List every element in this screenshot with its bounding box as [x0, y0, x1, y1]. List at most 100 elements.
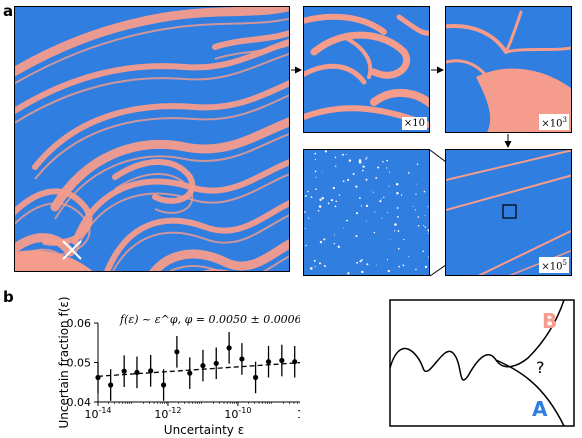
magnification-label-2: ×103 — [539, 113, 569, 130]
basin-speckle — [408, 255, 410, 257]
basin-speckle — [395, 183, 399, 186]
basin-zoom-4 — [303, 149, 430, 276]
basin-boundary-upper — [389, 299, 565, 381]
data-point — [292, 359, 298, 365]
basin-stripes — [15, 7, 289, 271]
data-point — [187, 370, 193, 376]
basin-speckle — [408, 171, 410, 173]
basin-speckle — [333, 242, 335, 245]
basin-speckle — [361, 169, 364, 172]
basin-speckle — [408, 172, 410, 175]
basin-speckle — [314, 152, 317, 155]
data-point — [279, 357, 285, 364]
basin-speckle — [379, 200, 382, 203]
basin-b-stripe — [304, 13, 387, 35]
basin-speckle — [360, 205, 362, 207]
basin-main-fractal — [15, 7, 289, 271]
basin-b-stripe-thin — [15, 52, 289, 124]
basin-boundary-lower — [495, 359, 565, 427]
basin-speckle — [398, 265, 400, 268]
basin-b-stripe — [212, 30, 289, 50]
basin-speckle — [373, 231, 376, 234]
basin-speckle — [332, 199, 334, 201]
basin-b-corner — [15, 250, 93, 271]
basin-speckle — [342, 180, 345, 183]
basin-speckle — [318, 205, 322, 208]
basin-b-stripe — [32, 80, 289, 170]
basin-speckle — [400, 194, 403, 196]
basin-speckle — [319, 262, 321, 265]
basin-speckle — [319, 240, 323, 244]
basin-speckle — [355, 235, 358, 238]
basin-speckle — [338, 194, 341, 196]
basin-speckle — [321, 196, 324, 200]
basin-speckle — [323, 265, 326, 267]
basin-speckle — [333, 234, 335, 236]
basin-speckle — [416, 163, 419, 165]
basin-b-stripe — [50, 117, 289, 212]
basin-speckle — [380, 198, 382, 200]
basin-speckle — [386, 159, 389, 162]
basin-speckle — [324, 150, 328, 153]
basin-speckle — [428, 255, 429, 259]
basin-speckle — [422, 250, 424, 253]
basin-speckle — [417, 216, 420, 218]
basin-b-stripe — [149, 239, 289, 271]
basin-b-stripe-thin — [114, 173, 194, 214]
basin-speckle — [387, 211, 389, 213]
basin-speckle — [327, 202, 330, 205]
basin-speckle — [366, 263, 369, 266]
basin-speckle — [342, 153, 344, 156]
basin-speckle — [335, 165, 337, 167]
basin-b-stripe — [446, 174, 571, 211]
basin-b-stripe — [477, 229, 571, 275]
data-point — [226, 345, 232, 351]
basin-zoom-1: ×10 — [303, 6, 430, 133]
y-axis-label: Uncertain fraction f(ε) — [57, 296, 71, 428]
basin-b-stripe — [104, 200, 289, 271]
magnification-label-3: ×105 — [539, 256, 569, 273]
basin-speckle — [388, 185, 390, 187]
basin-b-stripe-thin — [214, 44, 289, 60]
basin-speckle — [396, 191, 399, 195]
basin-speckle — [356, 261, 359, 264]
basin-zoom-2: ×103 — [445, 6, 572, 133]
basin-speckle — [423, 190, 426, 193]
basin-b-stripe — [504, 10, 523, 54]
basin-speckle — [345, 153, 347, 155]
basin-speckle — [345, 219, 348, 222]
x-tick-label: 10-10 — [224, 406, 251, 421]
basin-speckle — [423, 224, 425, 227]
basin-speckle — [365, 220, 367, 222]
basin-b-stripe-thin — [54, 133, 289, 220]
basin-speckle — [427, 229, 429, 232]
basin-b-stripe — [370, 88, 429, 108]
basin-speckle — [382, 161, 384, 163]
basin-speckle — [337, 245, 340, 248]
magnification-label-1: ×10 — [401, 117, 427, 130]
basin-speckle — [334, 205, 337, 208]
basin-speckle — [355, 212, 359, 215]
basin-speckle — [415, 268, 417, 271]
basin-speckle — [428, 232, 429, 234]
basin-boundary-schematic: B? A — [389, 299, 575, 427]
basin-b-label: B — [542, 309, 557, 333]
basin-speckle — [414, 209, 417, 211]
basin-speckle — [424, 214, 426, 216]
basin-speckle — [307, 190, 309, 193]
basin-speckle — [348, 159, 352, 162]
basin-speckle — [375, 176, 378, 179]
basin-b-stripe — [304, 63, 367, 85]
basin-speckle — [305, 244, 307, 247]
basin-speckle — [315, 188, 317, 190]
basin-speckle — [416, 183, 418, 185]
basin-speckle — [377, 166, 380, 169]
data-point — [134, 369, 140, 375]
basin-speckle — [374, 211, 376, 213]
basin-a-label: A — [532, 397, 548, 421]
basin-speckle — [387, 269, 390, 273]
basin-b-stripe — [310, 31, 411, 79]
basin-speckle — [305, 227, 306, 229]
basin-speckle — [386, 167, 388, 169]
basin-speckle — [359, 260, 362, 263]
